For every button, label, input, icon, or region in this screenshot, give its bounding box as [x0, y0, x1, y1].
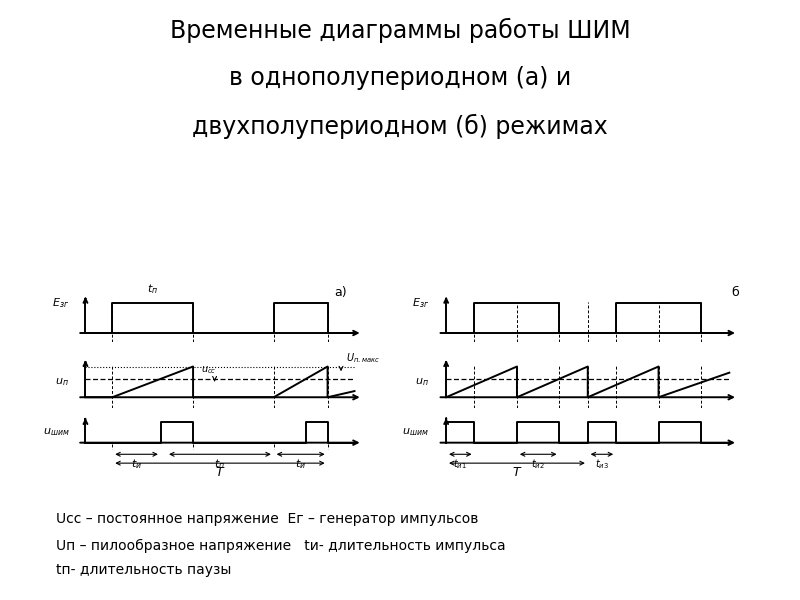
Text: $t_{и3}$: $t_{и3}$ [595, 457, 609, 470]
Text: Uп – пилообразное напряжение   tи- длительность импульса: Uп – пилообразное напряжение tи- длитель… [56, 539, 506, 553]
Text: tп- длительность паузы: tп- длительность паузы [56, 563, 231, 577]
Text: $E_{зг}$: $E_{зг}$ [52, 296, 70, 310]
Text: Временные диаграммы работы ШИМ: Временные диаграммы работы ШИМ [170, 18, 630, 43]
Text: двухполупериодном (б) режимах: двухполупериодном (б) режимах [192, 114, 608, 139]
Text: $u_п$: $u_п$ [55, 376, 70, 388]
Text: $t_п$: $t_п$ [147, 281, 158, 295]
Text: $t_{и2}$: $t_{и2}$ [531, 457, 545, 470]
Text: $u_п$: $u_п$ [415, 376, 429, 388]
Text: $t_{п}$: $t_{п}$ [214, 457, 226, 470]
Text: $u_{сс}$: $u_{сс}$ [202, 365, 217, 376]
Text: $u_{шим}$: $u_{шим}$ [42, 426, 70, 438]
Text: а): а) [334, 286, 347, 299]
Text: $T$: $T$ [512, 466, 522, 479]
Text: $u_{шим}$: $u_{шим}$ [402, 426, 429, 438]
Text: Ucc – постоянное напряжение  Ег – генератор импульсов: Ucc – постоянное напряжение Ег – генерат… [56, 512, 478, 526]
Text: $t_{и1}$: $t_{и1}$ [454, 457, 467, 470]
Text: б: б [731, 286, 739, 299]
Text: $t_{и}$: $t_{и}$ [131, 457, 142, 470]
Text: $t_{и}$: $t_{и}$ [295, 457, 306, 470]
Text: $T$: $T$ [214, 466, 225, 479]
Text: $U_{п.макс}$: $U_{п.макс}$ [346, 351, 381, 365]
Text: $E_{зг}$: $E_{зг}$ [412, 296, 429, 310]
Text: в однополупериодном (а) и: в однополупериодном (а) и [229, 66, 571, 90]
